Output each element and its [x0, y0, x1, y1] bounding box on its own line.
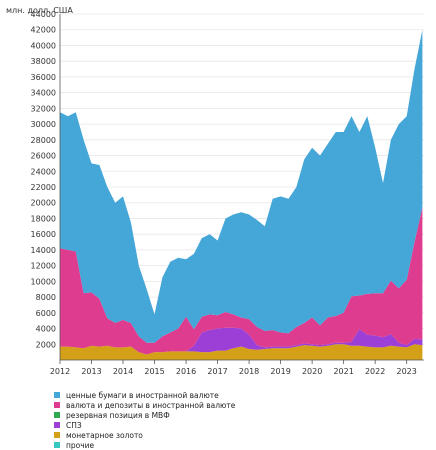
y-tick-label: 32000 [31, 104, 56, 113]
x-tick-label: 2012 [50, 367, 70, 376]
y-tick-label: 42000 [31, 26, 56, 35]
y-tick-label: 18000 [31, 214, 56, 223]
x-tick-label: 2016 [176, 367, 196, 376]
x-tick-label: 2014 [113, 367, 133, 376]
x-tick-label: 2023 [396, 367, 416, 376]
legend-label: ценные бумаги в иностранной валюте [66, 390, 219, 400]
legend-item: ценные бумаги в иностранной валюте [54, 390, 235, 400]
legend-swatch [54, 402, 60, 408]
y-tick-label: 20000 [31, 199, 56, 208]
y-tick-label: 24000 [31, 167, 56, 176]
y-tick-labels: 2000 4000 6000 8000 10000 12000 14000 16000 1800… [31, 10, 56, 349]
axes [59, 14, 424, 361]
y-tick-label: 36000 [31, 73, 56, 82]
y-tick-label: 12000 [31, 262, 56, 271]
x-tick-label: 2021 [333, 367, 353, 376]
series-area [60, 327, 423, 355]
y-tick-label: 10000 [31, 277, 56, 286]
series-areas [60, 29, 423, 360]
legend-label: резервная позиция в МВФ [66, 410, 170, 420]
legend-label: валюта и депозиты в иностранной валюте [66, 400, 236, 410]
y-tick-label: 6000 [36, 309, 56, 318]
legend-item: прочие [54, 440, 235, 450]
legend-item: монетарное золото [54, 430, 235, 440]
legend-swatch [54, 412, 60, 418]
x-tick-label: 2018 [239, 367, 259, 376]
y-tick-label: 4000 [36, 325, 56, 334]
x-tick-label: 2015 [144, 367, 164, 376]
legend-swatch [54, 432, 60, 438]
legend-swatch [54, 442, 60, 448]
y-tick-label: 14000 [31, 246, 56, 255]
x-tick-label: 2020 [302, 367, 322, 376]
legend-label: монетарное золото [66, 430, 143, 440]
y-tick-label: 8000 [36, 293, 56, 302]
legend-item: СПЗ [54, 420, 235, 430]
series-area [60, 344, 423, 360]
legend-label: прочие [66, 440, 95, 450]
y-tick-label: 34000 [31, 89, 56, 98]
series-area [60, 207, 423, 355]
legend: ценные бумаги в иностранной валюте валюта… [54, 390, 235, 450]
series-area [60, 29, 423, 343]
x-tick-label: 2019 [270, 367, 290, 376]
y-tick-label: 38000 [31, 57, 56, 66]
legend-swatch [54, 392, 60, 398]
x-tick-label: 2022 [365, 367, 385, 376]
y-tick-label: 40000 [31, 41, 56, 50]
y-tick-label: 26000 [31, 152, 56, 161]
y-tick-label: 28000 [31, 136, 56, 145]
legend-swatch [54, 422, 60, 428]
x-tick-labels: 2012 2013 2014 2015 2016 2017 2018 2019 2020 2021… [50, 360, 417, 376]
unit-label: млн. долл. США [6, 6, 73, 15]
y-tick-label: 16000 [31, 230, 56, 239]
x-tick-label: 2013 [81, 367, 101, 376]
x-tick-label: 2017 [207, 367, 227, 376]
legend-item: резервная позиция в МВФ [54, 410, 235, 420]
y-tick-label: 22000 [31, 183, 56, 192]
legend-item: валюта и депозиты в иностранной валюте [54, 400, 235, 410]
legend-label: СПЗ [66, 420, 82, 430]
y-tick-label: 30000 [31, 120, 56, 129]
y-tick-label: 44000 [31, 10, 56, 19]
y-tick-label: 2000 [36, 340, 56, 349]
